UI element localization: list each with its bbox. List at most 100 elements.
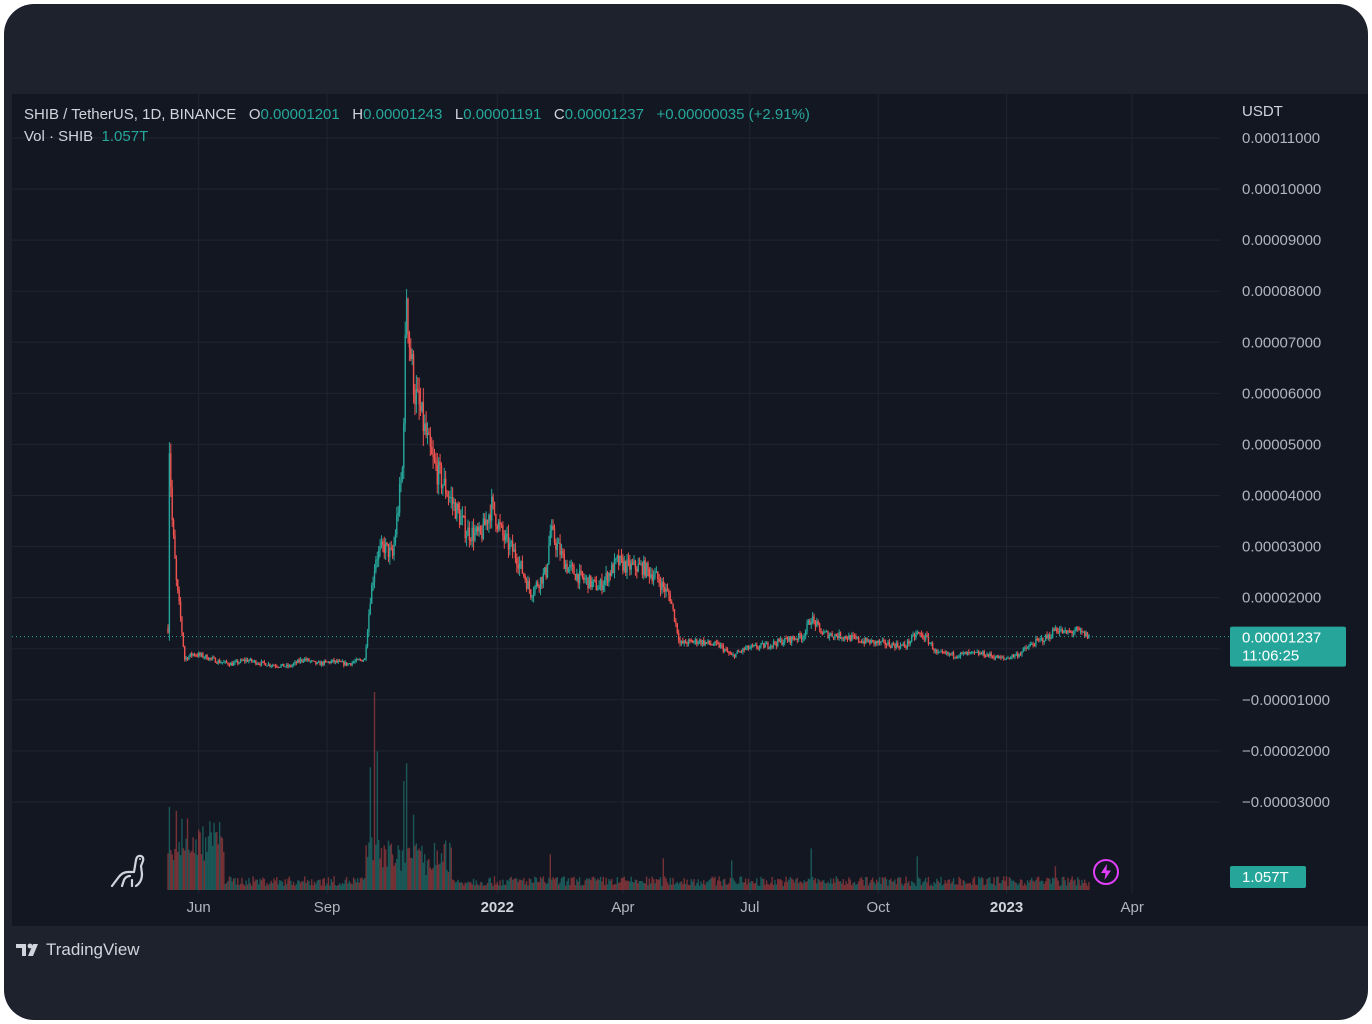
volume-bar — [1075, 885, 1078, 890]
candle-body — [287, 664, 289, 667]
symbol-label[interactable]: SHIB / TetherUS, 1D, BINANCE — [24, 106, 237, 123]
volume-bar — [584, 880, 586, 890]
candle-body — [299, 659, 302, 662]
candle-body — [545, 567, 547, 578]
candle-body — [630, 563, 632, 570]
price-axis[interactable] — [1220, 94, 1368, 926]
volume-bar — [557, 884, 560, 890]
candle-body — [777, 639, 779, 646]
volume-bar — [591, 877, 593, 890]
candle-body — [193, 653, 196, 656]
volume-bar — [230, 876, 232, 890]
x-tick-label: 2023 — [990, 899, 1023, 916]
candle-body — [414, 395, 416, 405]
tradingview-brand[interactable]: TradingView — [46, 940, 140, 959]
dino-icon[interactable] — [108, 852, 148, 888]
candle-body — [186, 657, 189, 660]
candle-body — [686, 643, 688, 645]
volume-bar — [606, 884, 609, 890]
volume-bar — [358, 882, 360, 890]
chart-pane[interactable] — [12, 94, 1220, 926]
candlestick-chart[interactable]: 0.00011000 0.00010000 0.00009000 0.00008000… — [4, 4, 1368, 1020]
price-badge[interactable] — [1230, 626, 1346, 667]
candle-body — [485, 520, 487, 526]
volume-bar — [1049, 879, 1051, 890]
candle-body — [694, 639, 697, 642]
candle-body — [842, 638, 845, 640]
candle-body — [620, 555, 623, 558]
volume-bar — [788, 879, 790, 890]
volume-bar — [827, 881, 829, 890]
volume-legend[interactable]: Vol · SHIB 1.057T — [24, 128, 148, 145]
candle-body — [1021, 651, 1023, 655]
volume-bar — [634, 879, 637, 890]
candle-body — [775, 643, 778, 646]
volume-bar — [365, 845, 367, 890]
candle-body — [443, 478, 445, 485]
candle-body — [878, 640, 881, 644]
candle-body — [627, 559, 630, 561]
volume-bar — [410, 857, 412, 890]
volume-bar — [417, 850, 419, 890]
volume-bar — [955, 884, 958, 890]
volume-bar — [196, 854, 199, 890]
volume-bar — [990, 883, 992, 890]
candle-body — [305, 658, 307, 661]
candle-body — [297, 659, 299, 664]
candle-body — [894, 644, 896, 649]
candle-body — [361, 659, 363, 662]
volume-bar — [255, 879, 257, 890]
volume-bar — [271, 883, 274, 890]
volume-bar — [377, 840, 380, 890]
candle-body — [824, 631, 826, 633]
volume-bar — [204, 837, 207, 890]
volume-bar — [712, 878, 715, 890]
candle-body — [326, 661, 328, 663]
ohlc-legend[interactable]: SHIB / TetherUS, 1D, BINANCE O0.00001201… — [24, 106, 810, 123]
candle-body — [839, 632, 842, 639]
candle-body — [306, 658, 309, 661]
candle-body — [274, 665, 277, 667]
candle-body — [404, 335, 406, 424]
volume-bar — [1063, 876, 1065, 890]
volume-bar — [507, 880, 510, 890]
candle-body — [989, 653, 991, 657]
volume-bar — [830, 878, 832, 890]
candle-body — [657, 571, 659, 579]
candle-body — [218, 660, 221, 663]
candle-body — [530, 589, 532, 598]
candle-body — [192, 653, 194, 656]
candle-body — [970, 651, 973, 653]
volume-bar — [1018, 883, 1020, 890]
candle-body — [874, 641, 877, 644]
candle-body — [1022, 648, 1025, 652]
candle-body — [760, 643, 762, 646]
candle-body — [643, 560, 645, 575]
volume-badge[interactable] — [1230, 866, 1306, 888]
candle-body — [570, 564, 572, 566]
volume-bar — [178, 841, 180, 890]
volume-bar — [273, 878, 275, 890]
volume-bar — [477, 884, 479, 890]
lightning-icon[interactable] — [1092, 858, 1120, 886]
candle-body — [538, 585, 540, 589]
volume-bar — [760, 876, 762, 890]
volume-bar — [761, 878, 764, 890]
candle-body — [994, 657, 997, 659]
candle-body — [964, 652, 966, 654]
candle-body — [1068, 631, 1071, 633]
volume-bar — [539, 876, 542, 890]
candle-body — [696, 639, 698, 644]
candle-body — [336, 660, 338, 663]
volume-bar — [922, 882, 924, 890]
candle-body — [539, 577, 542, 589]
volume-bar — [1035, 879, 1037, 890]
candle-body — [1064, 630, 1066, 632]
candle-body — [453, 502, 455, 504]
candle-body — [601, 579, 603, 591]
volume-bar — [248, 878, 250, 890]
tradingview-logo-icon[interactable] — [16, 942, 44, 958]
volume-bar — [1044, 881, 1047, 890]
candle-body — [401, 468, 404, 480]
volume-bar — [719, 881, 722, 890]
